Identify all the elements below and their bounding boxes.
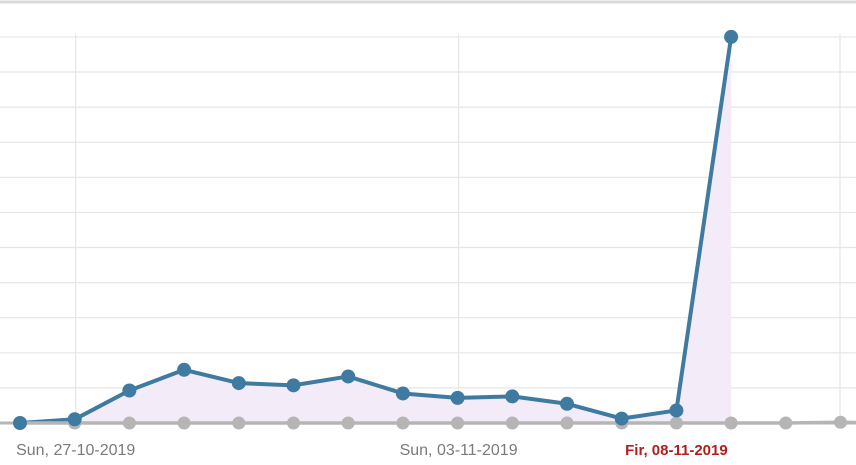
series-0-point[interactable] (231, 376, 246, 391)
series-1-point[interactable] (341, 416, 355, 430)
series-0-point[interactable] (450, 390, 465, 405)
series-0-point[interactable] (614, 411, 629, 426)
series-0-point[interactable] (13, 416, 27, 430)
point-layer (13, 29, 847, 430)
series-1-point[interactable] (122, 416, 136, 430)
series-0-area (20, 36, 732, 424)
series-1-point[interactable] (287, 416, 300, 430)
area-layer (20, 36, 732, 424)
x-tick-labels: Sun, 27-10-2019 Sun, 03-11-2019 Fir, 08-11… (16, 442, 728, 459)
series-1-point[interactable] (834, 415, 847, 429)
series-1-point[interactable] (669, 416, 683, 430)
series-0-point[interactable] (669, 403, 684, 418)
series-1-point[interactable] (451, 416, 465, 430)
series-1-point[interactable] (396, 416, 410, 430)
series-1-point[interactable] (232, 416, 246, 430)
series-0-line (18, 34, 734, 425)
series-0-point[interactable] (724, 29, 739, 44)
series-0-point[interactable] (177, 362, 192, 377)
series-0-point[interactable] (560, 396, 574, 411)
series-1-point[interactable] (505, 416, 519, 430)
series-0-point[interactable] (395, 386, 410, 401)
series-1-point[interactable] (724, 416, 738, 430)
x-tick-label: Fir, 08-11-2019 (625, 442, 728, 459)
x-tick-label: Sun, 27-10-2019 (16, 442, 135, 459)
series-0-point[interactable] (505, 389, 520, 404)
series-0-point[interactable] (286, 378, 301, 393)
series-0-point[interactable] (67, 412, 82, 427)
x-tick-label: Sun, 03-11-2019 (400, 442, 518, 459)
series-1-point[interactable] (560, 416, 574, 430)
series-1-point[interactable] (177, 416, 191, 430)
series-0-point[interactable] (122, 383, 137, 398)
series-1-point[interactable] (779, 416, 793, 430)
series-0-point[interactable] (341, 369, 356, 384)
